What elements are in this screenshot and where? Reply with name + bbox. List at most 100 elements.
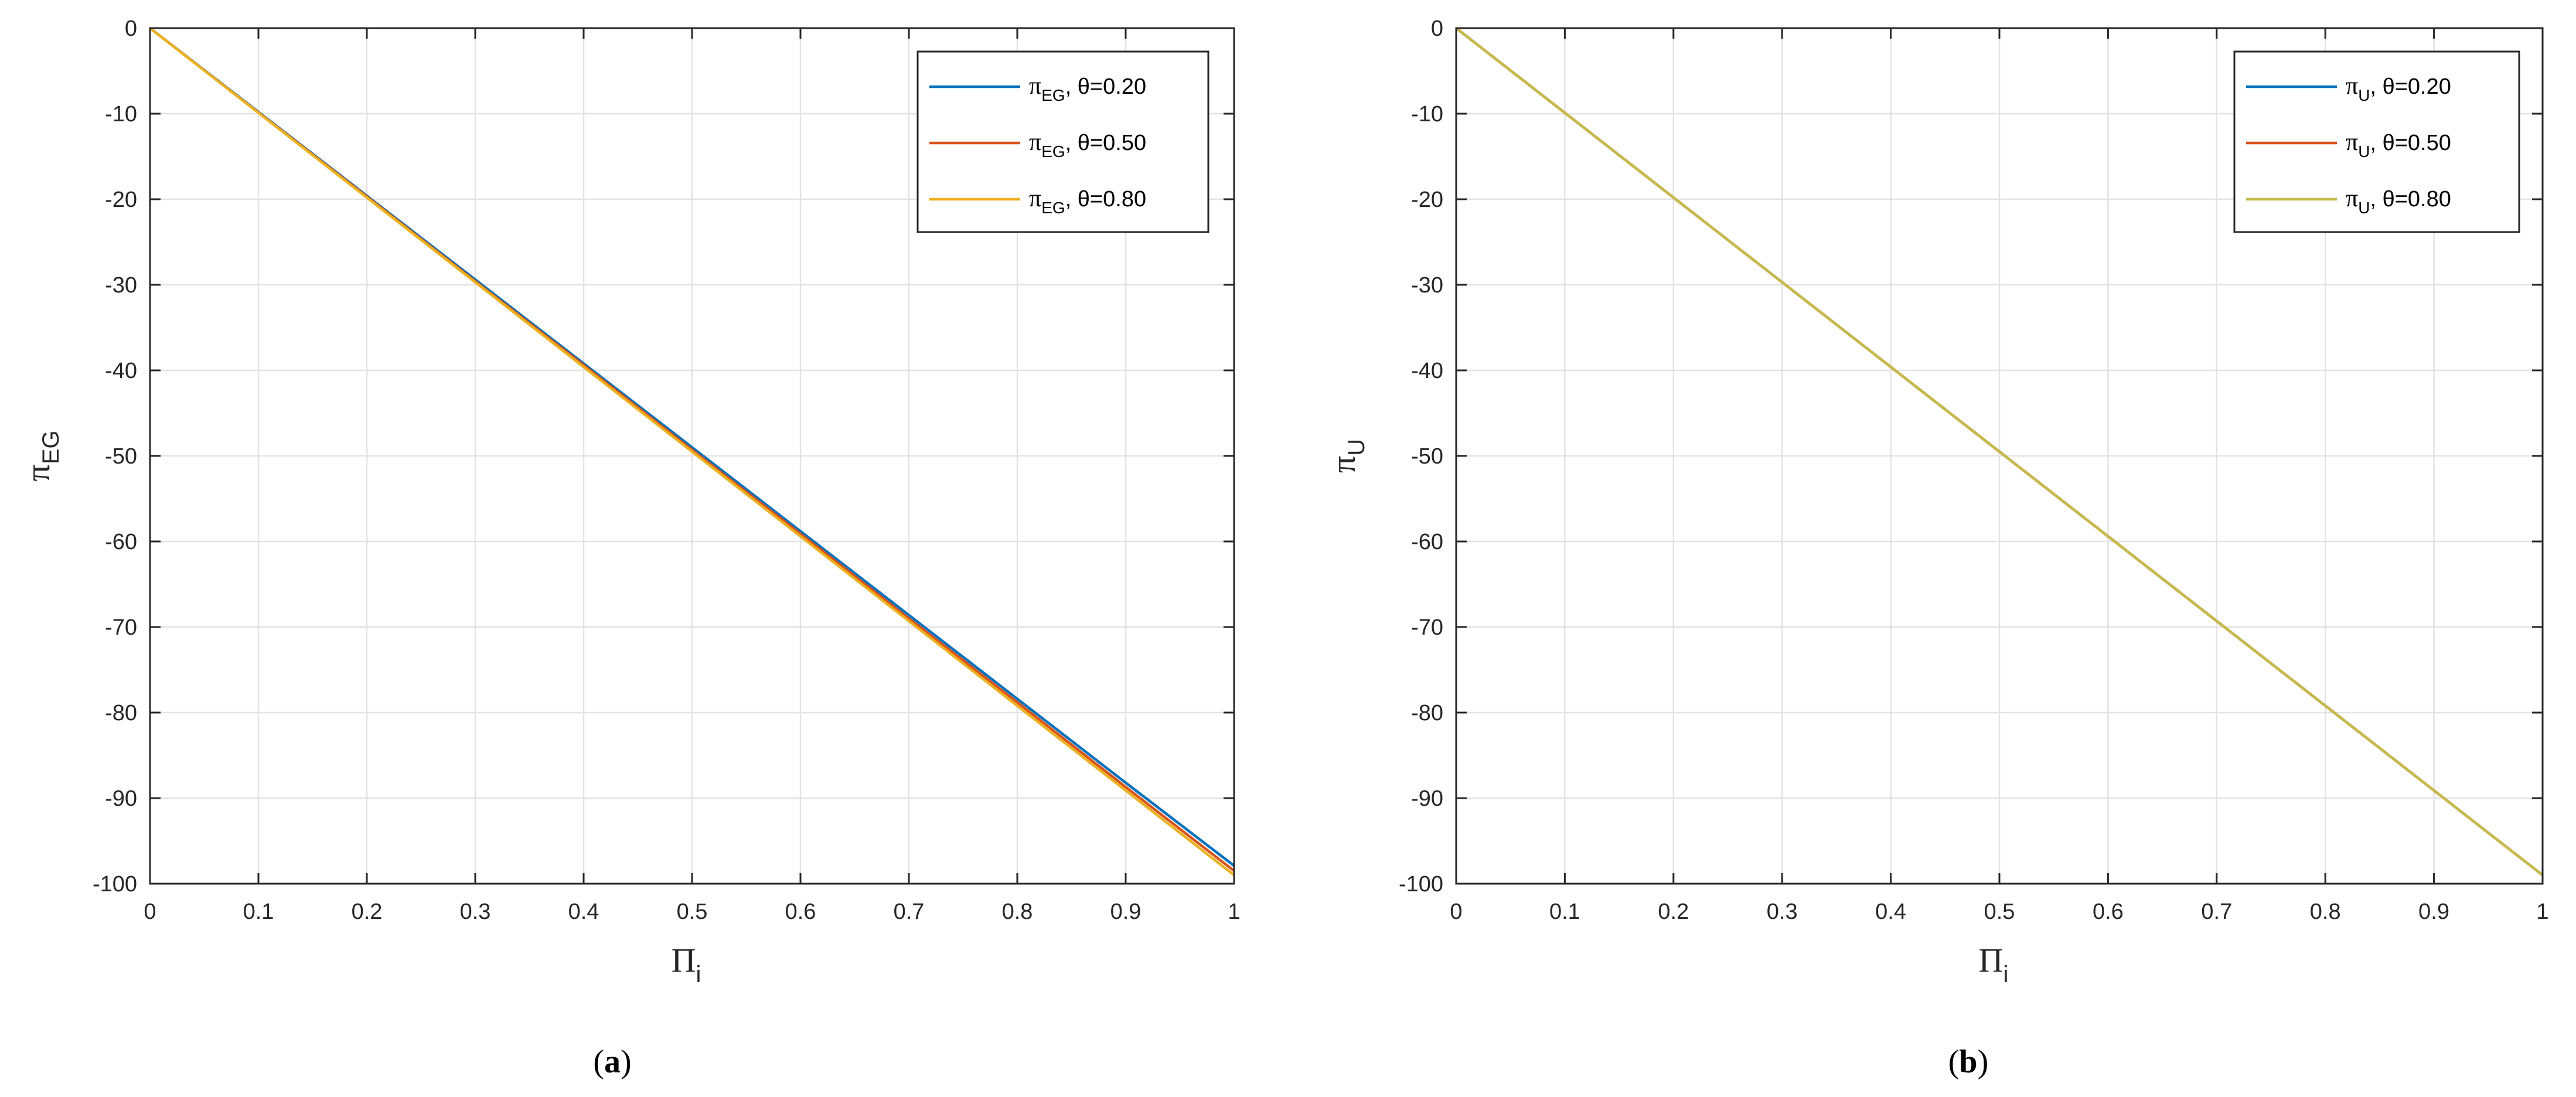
x-tick-label: 0: [144, 900, 156, 924]
caption-letter: a: [604, 1044, 621, 1080]
x-tick-label: 0.9: [2418, 900, 2449, 924]
caption-close: ): [621, 1044, 632, 1080]
x-tick-label: 0.9: [1110, 900, 1142, 924]
legend-label: πEG, θ=0.80: [1029, 185, 1146, 217]
x-tick-label: 0.7: [894, 900, 925, 924]
legend-label-subscript: EG: [1041, 86, 1065, 104]
y-tick-label: -10: [1411, 102, 1443, 127]
x-tick-label: 0.4: [568, 900, 599, 924]
y-tick-label: -60: [1411, 530, 1443, 554]
caption-close: ): [1978, 1044, 1989, 1080]
series-line-3: [149, 27, 1235, 877]
x-tick-label: 1: [1228, 900, 1240, 924]
legend-label-symbol: π: [2346, 129, 2358, 156]
y-tick-label: -20: [1411, 188, 1443, 212]
legend-item-2: πU, θ=0.50: [2246, 129, 2451, 161]
x-axis-label-symbol: Π: [1979, 941, 2003, 979]
y-tick-label: 0: [1431, 16, 1443, 41]
panel-caption: (a): [593, 1044, 631, 1080]
legend-label-subscript: U: [2358, 199, 2370, 217]
y-tick-label: -50: [1411, 444, 1443, 469]
legend-box: [916, 50, 1209, 233]
ticks: 0 0.1 0.2 0.3 0.4 0.5 0.6 0.7 0.8 0.9 1 0 -10 -20 -30 -…: [1399, 16, 2549, 924]
caption-letter: b: [1959, 1044, 1977, 1080]
x-axis-label: Πi: [1979, 941, 2009, 987]
series-lines: [149, 27, 1235, 877]
x-axis-label: Πi: [672, 941, 701, 987]
y-tick-label: -30: [1411, 273, 1443, 298]
y-tick-label: -70: [1411, 615, 1443, 640]
legend-label-suffix: , θ=0.80: [2370, 187, 2451, 212]
legend-label-subscript: EG: [1041, 199, 1065, 217]
series-line-3: [1455, 27, 2544, 877]
y-tick-label: -30: [105, 273, 137, 298]
x-tick-label: 0.3: [460, 900, 491, 924]
legend-label-suffix: , θ=0.80: [1065, 187, 1146, 212]
x-axis-label-subscript: i: [2003, 962, 2009, 987]
x-axis-label-symbol: Π: [672, 941, 696, 979]
x-tick-label: 0.4: [1875, 900, 1906, 924]
legend-label-symbol: π: [1029, 185, 1041, 212]
legend-label: πEG, θ=0.20: [1029, 73, 1146, 104]
y-tick-label: -10: [105, 102, 137, 127]
chart-panel-a: 0 0.1 0.2 0.3 0.4 0.5 0.6 0.7 0.8 0.9 1 0 -10 -20 -30 -…: [19, 16, 1241, 1080]
y-axis-label-subscript: U: [1344, 439, 1369, 456]
caption-open: (: [593, 1044, 604, 1080]
x-tick-label: 0.8: [1002, 900, 1033, 924]
y-tick-label: -70: [105, 615, 137, 640]
y-tick-label: -100: [1399, 872, 1443, 897]
x-tick-label: 0.6: [2093, 900, 2124, 924]
legend-label-subscript: EG: [1041, 142, 1065, 161]
legend-label-symbol: π: [1029, 129, 1041, 156]
x-tick-label: 0.1: [243, 900, 274, 924]
legend-item-1: πU, θ=0.20: [2246, 73, 2451, 104]
y-tick-label: 0: [125, 16, 137, 41]
y-tick-label: -90: [105, 786, 137, 811]
legend-item-3: πU, θ=0.80: [2246, 185, 2451, 217]
legend-item-1: πEG, θ=0.20: [929, 73, 1146, 104]
panel-caption: (b): [1948, 1044, 1988, 1080]
legend-label-symbol: π: [2346, 185, 2358, 212]
legend-label: πU, θ=0.80: [2346, 185, 2451, 217]
legend-label-suffix: , θ=0.20: [1065, 74, 1146, 99]
legend-label: πU, θ=0.50: [2346, 129, 2451, 161]
y-tick-label: -40: [105, 359, 137, 383]
y-tick-label: -80: [105, 701, 137, 725]
caption-open: (: [1948, 1044, 1960, 1080]
y-tick-label: -80: [1411, 701, 1443, 725]
x-tick-label: 0.7: [2201, 900, 2232, 924]
chart-panel-b: 0 0.1 0.2 0.3 0.4 0.5 0.6 0.7 0.8 0.9 1 0 -10 -20 -30 -…: [1324, 16, 2549, 1080]
x-tick-label: 0.8: [2310, 900, 2341, 924]
legend-label-symbol: π: [1029, 73, 1041, 100]
y-axis-label: πEG: [19, 430, 64, 481]
legend-item-3: πEG, θ=0.80: [929, 185, 1146, 217]
x-axis-label-subscript: i: [696, 962, 701, 987]
x-tick-label: 0.5: [1984, 900, 2015, 924]
x-tick-label: 0: [1450, 900, 1462, 924]
legend-label-suffix: , θ=0.50: [1065, 131, 1146, 155]
legend-label-symbol: π: [2346, 73, 2358, 100]
legend-label-subscript: U: [2358, 142, 2370, 161]
y-tick-label: -90: [1411, 786, 1443, 811]
series-lines: [1455, 27, 2544, 877]
y-tick-label: -60: [105, 530, 137, 554]
legend-label-subscript: U: [2358, 86, 2370, 104]
y-axis-label-subscript: EG: [38, 430, 64, 464]
x-tick-label: 0.6: [785, 900, 816, 924]
x-tick-label: 0.2: [1658, 900, 1689, 924]
legend-label: πU, θ=0.20: [2346, 73, 2451, 104]
y-axis-label-symbol: π: [1324, 456, 1362, 473]
x-tick-label: 0.1: [1549, 900, 1580, 924]
ticks: 0 0.1 0.2 0.3 0.4 0.5 0.6 0.7 0.8 0.9 1 0 -10 -20 -30 -…: [93, 16, 1241, 924]
x-tick-label: 0.2: [352, 900, 383, 924]
x-tick-label: 0.5: [677, 900, 708, 924]
y-tick-label: -100: [93, 872, 137, 897]
legend-label-suffix: , θ=0.50: [2370, 131, 2451, 155]
y-axis-label-symbol: π: [19, 464, 57, 481]
y-axis-label: πU: [1324, 439, 1369, 473]
x-tick-label: 1: [2536, 900, 2548, 924]
legend-item-2: πEG, θ=0.50: [929, 129, 1146, 161]
